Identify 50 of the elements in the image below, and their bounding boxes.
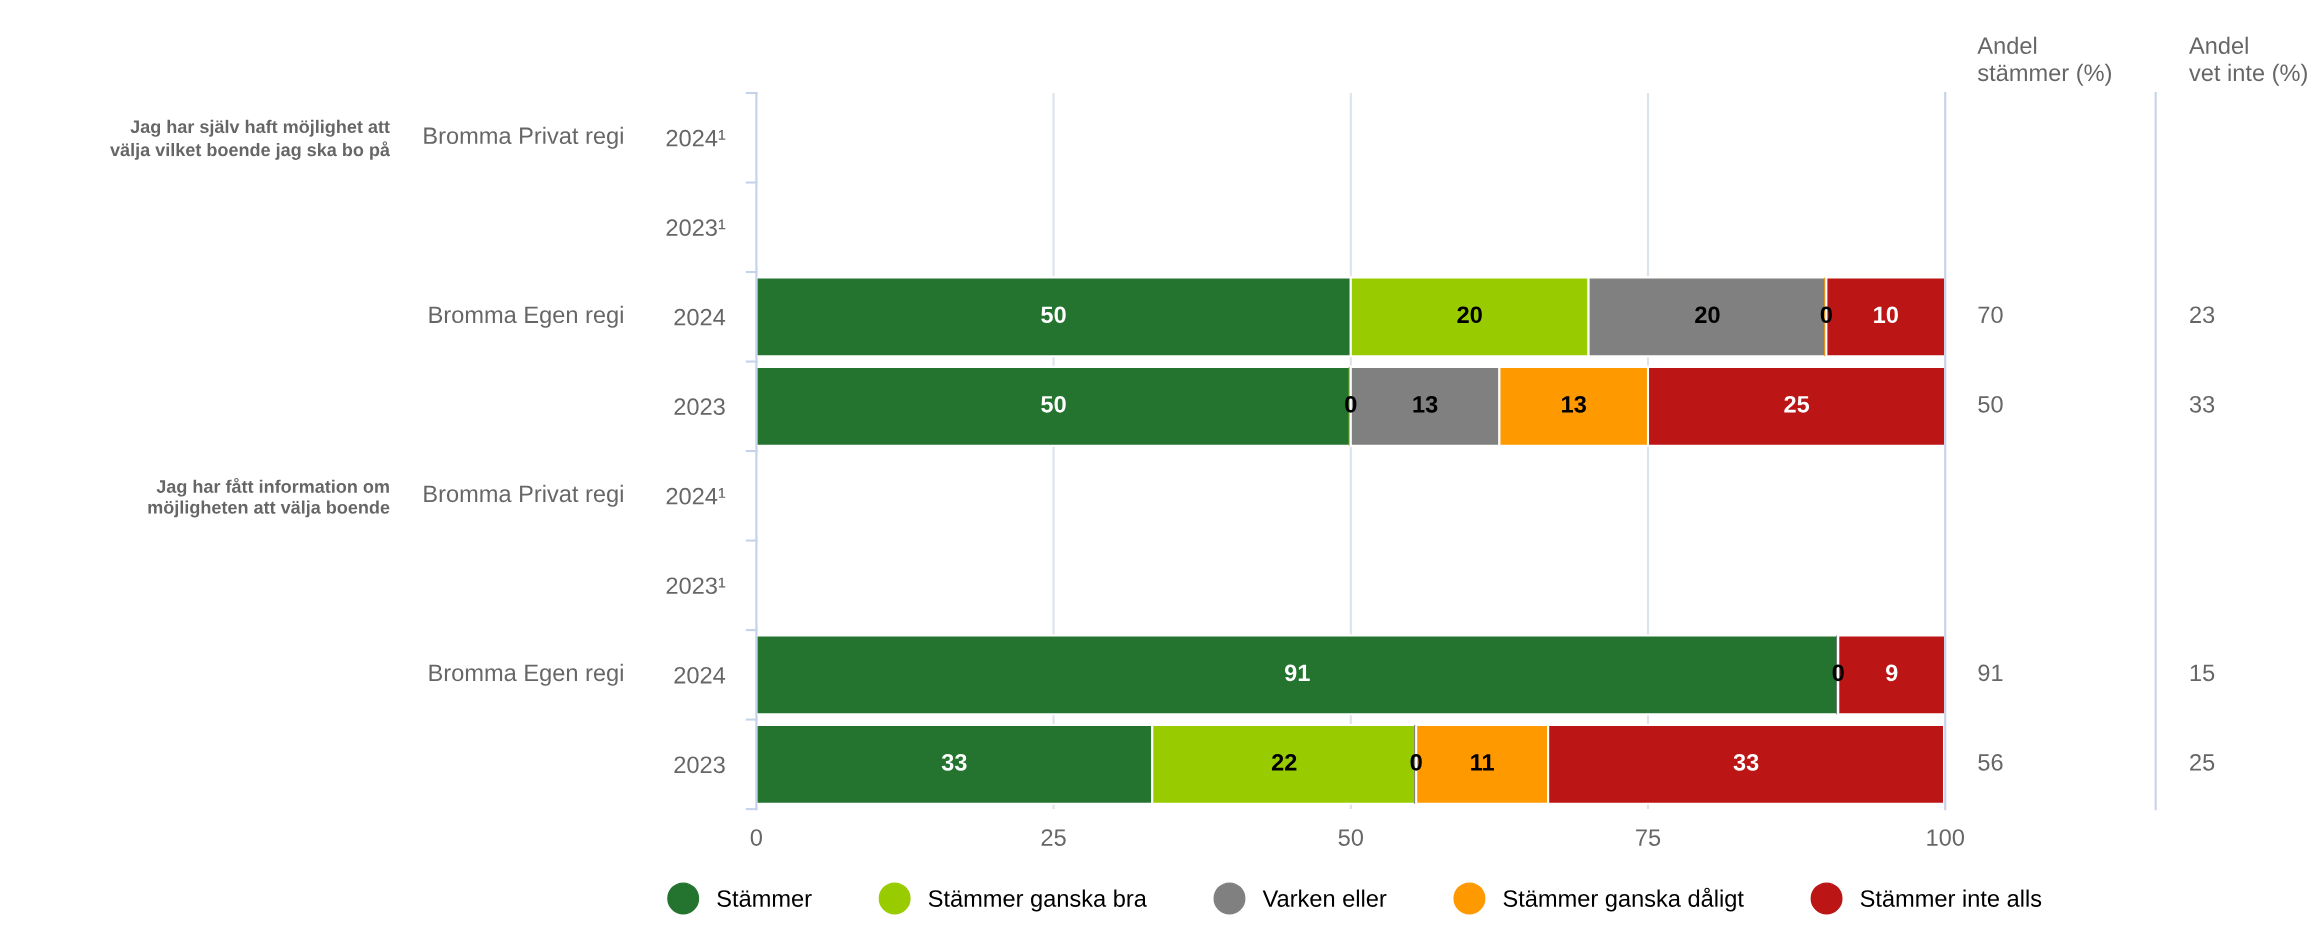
- y-tick-label: 2024: [674, 666, 726, 684]
- text: Bromma Egen regi: [429, 305, 623, 328]
- text: 33: [2189, 395, 2215, 413]
- data-label: 11: [1471, 754, 1494, 771]
- text: 91: [1978, 664, 2003, 682]
- text: Andel stämmer (%): [1977, 36, 2111, 86]
- data-label: 50: [1041, 395, 1066, 413]
- text: Andel vet inte (%): [2189, 36, 2307, 86]
- data-label: 25: [1784, 395, 1810, 413]
- y-tick-label: 2023¹: [666, 219, 726, 237]
- text: 15: [2190, 664, 2215, 682]
- data-label: 33: [1733, 753, 1759, 771]
- data-label: 9: [1885, 664, 1898, 682]
- data-label: 50: [1041, 306, 1066, 324]
- y-tick-label: 2023¹: [666, 577, 726, 595]
- legend-label: Varken eller: [1262, 889, 1387, 907]
- text: Bromma Privat regi: [424, 484, 623, 507]
- text: Bromma Privat regi: [424, 126, 623, 149]
- text: Jag har själv haft möjlighet att välja vilket boende jag ska bo på: [110, 119, 391, 160]
- y-tick-label: 2024: [674, 308, 726, 326]
- legend-label: Stämmer: [717, 890, 812, 907]
- x-tick-label: 25: [1041, 829, 1066, 846]
- y-tick-label: 2023: [674, 398, 725, 416]
- y-tick-label: 2024¹: [666, 487, 726, 505]
- legend-label: Stämmer ganska dåligt: [1503, 887, 1744, 912]
- data-label: 0: [1345, 395, 1357, 413]
- x-tick-label: 100: [1927, 829, 1965, 846]
- y-tick-label: 2023: [674, 756, 725, 774]
- data-label: 13: [1562, 395, 1586, 413]
- text: 50: [1978, 395, 2003, 413]
- legend-label: Stämmer ganska bra: [928, 889, 1147, 912]
- data-label: 33: [941, 753, 967, 771]
- text: 56: [1978, 753, 2003, 771]
- data-label: 22: [1271, 753, 1297, 771]
- data-label: 13: [1413, 395, 1438, 413]
- text: 70: [1978, 306, 2003, 324]
- data-label: 91: [1284, 664, 1310, 682]
- legend-label: Stämmer inte alls: [1860, 889, 2042, 907]
- text: Jag har fått information om möjligheten att välja boende: [148, 477, 390, 518]
- text: 23: [2190, 306, 2215, 324]
- data-label: 0: [1832, 664, 1844, 682]
- x-tick-label: 75: [1636, 829, 1661, 846]
- text: 25: [2190, 753, 2215, 771]
- x-tick-label: 50: [1338, 829, 1363, 846]
- x-tick-label: 0: [750, 829, 762, 846]
- y-tick-label: 2024¹: [666, 129, 726, 147]
- data-label: 20: [1695, 306, 1720, 324]
- text: Bromma Egen regi: [429, 663, 623, 686]
- data-label: 10: [1874, 306, 1898, 324]
- data-label: 20: [1457, 306, 1482, 324]
